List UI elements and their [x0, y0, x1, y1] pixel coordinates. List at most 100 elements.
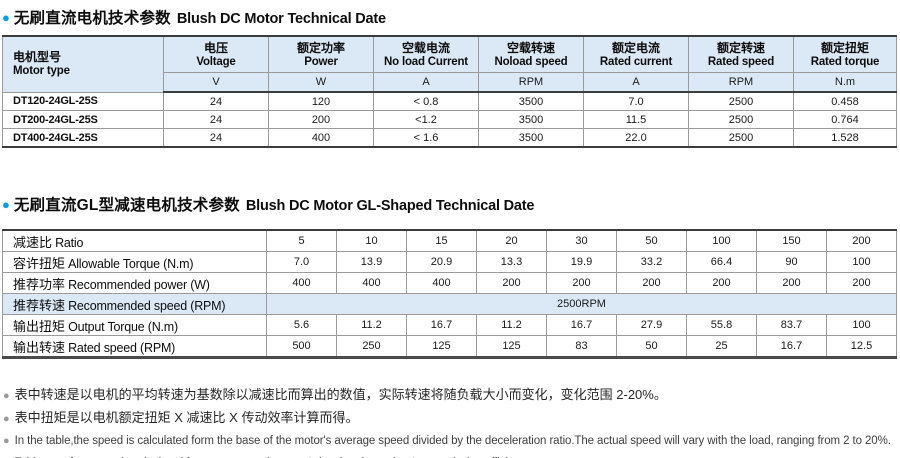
row-label-cell: 容许扭矩 Allowable Torque (N.m): [2, 251, 267, 273]
gear-ratio-table-body: 减速比 Ratio 5 10 15 20 30 50 100 150 200 容许扭矩 Allowa…: [2, 229, 897, 358]
value-cell: 400: [266, 272, 337, 294]
value-cell: 83: [546, 335, 617, 358]
value-cell: < 1.6: [373, 128, 479, 148]
value-cell: 24: [163, 128, 269, 148]
column-header: 电压 Voltage: [163, 35, 269, 73]
value-cell: 125: [406, 335, 477, 358]
value-cell: 13.9: [336, 251, 407, 273]
value-cell: 2500: [688, 110, 794, 129]
value-cell: 3500: [478, 91, 584, 111]
row-label-en: Rated speed (RPM): [68, 340, 176, 355]
value-cell: 250: [336, 335, 407, 358]
row-label-en: Output Torque (N.m): [68, 319, 178, 334]
value-cell: 11.5: [583, 110, 689, 129]
section1-title-zh: 无刷直流电机技术参数: [13, 10, 171, 27]
value-cell: 16.7: [756, 335, 827, 358]
value-cell: 200: [476, 272, 547, 294]
table-row: 输出转速 Rated speed (RPM) 500 250 125 125 83 50 25…: [2, 335, 897, 358]
footnote-text: In the table,the speed is calculated for…: [14, 435, 891, 447]
motor-type-header: 电机型号 Motor type: [2, 35, 164, 93]
header-label-zh: 额定功率: [296, 40, 345, 55]
value-cell: 400: [336, 272, 407, 294]
value-cell: 83.7: [756, 314, 827, 336]
header-label-zh: 电压: [203, 40, 228, 55]
value-cell: 20.9: [406, 251, 477, 273]
header-label-en: Noload speed: [494, 55, 568, 68]
value-cell: 3500: [478, 128, 584, 148]
section1-title-en: Blush DC Motor Technical Date: [176, 11, 386, 27]
header-label-en: No load Current: [384, 55, 468, 68]
header-label-zh: 空载电流: [401, 40, 450, 55]
value-cell: 24: [163, 91, 269, 111]
value-cell: 19.9: [546, 251, 617, 273]
value-cell: 2500: [688, 128, 794, 148]
value-cell: 90: [756, 251, 827, 273]
value-cell: 2500: [688, 91, 794, 111]
column-header: 空载电流 No load Current: [373, 35, 479, 73]
unit-cell: N.m: [793, 72, 897, 93]
value-cell: 0.764: [793, 110, 897, 129]
value-cell: 20: [476, 229, 547, 252]
row-label-zh: 容许扭矩: [13, 255, 66, 271]
value-cell: 0.458: [793, 91, 897, 111]
value-cell: <1.2: [373, 110, 479, 129]
column-header: 额定电流 Rated current: [583, 35, 689, 73]
bullet-icon: ●: [2, 197, 10, 212]
row-label-en: Recommended speed (RPM): [68, 298, 226, 313]
motor-model-cell: DT200-24GL-25S: [2, 110, 164, 129]
table-row: DT200-24GL-25S 24 200 <1.2 3500 11.5 2500 0.764: [2, 110, 897, 129]
value-cell: 5.6: [266, 314, 337, 336]
motor-model-cell: DT120-24GL-25S: [2, 91, 164, 111]
row-label-en: Recommended power (W): [68, 277, 210, 292]
value-cell: < 0.8: [373, 91, 479, 111]
row-label-zh: 推荐功率: [13, 276, 66, 292]
row-label-cell: 推荐转速 Recommended speed (RPM): [2, 293, 267, 315]
value-cell: 400: [268, 128, 374, 148]
value-cell: 22.0: [583, 128, 689, 148]
motor-spec-table-body: DT120-24GL-25S 24 120 < 0.8 3500 7.0 2500 0.458…: [2, 91, 897, 148]
table-row: 容许扭矩 Allowable Torque (N.m) 7.0 13.9 20.9 13…: [2, 251, 897, 273]
value-cell: 12.5: [826, 335, 897, 358]
row-label-cell: 推荐功率 Recommended power (W): [2, 272, 267, 294]
value-cell: 66.4: [686, 251, 757, 273]
value-cell: 50: [616, 229, 687, 252]
row-label-cell: 减速比 Ratio: [2, 229, 267, 252]
motor-spec-table: 电机型号 Motor type 电压 Voltage 额定功率 Power 空载电流 No l…: [2, 35, 897, 148]
row-label-en: Allowable Torque (N.m): [68, 256, 194, 271]
value-cell: 150: [756, 229, 827, 252]
header-label-en: Power: [304, 55, 338, 68]
value-cell: 25: [686, 335, 757, 358]
unit-cell: RPM: [478, 72, 584, 93]
header-label-en: Rated speed: [707, 55, 775, 68]
table-row: 输出扭矩 Output Torque (N.m) 5.6 11.2 16.7 11.2 1…: [2, 314, 897, 336]
value-cell: 11.2: [476, 314, 547, 336]
value-cell: 125: [476, 335, 547, 358]
row-label-zh: 输出转速: [13, 339, 66, 355]
header-label-zh: 额定扭矩: [820, 40, 869, 55]
value-cell: 200: [546, 272, 617, 294]
bullet-icon: ●: [2, 10, 10, 25]
value-cell: 30: [546, 229, 617, 252]
value-cell: 500: [266, 335, 337, 358]
unit-cell: W: [268, 72, 374, 93]
motor-spec-table-head: 电机型号 Motor type 电压 Voltage 额定功率 Power 空载电流 No l…: [2, 35, 897, 93]
footnote-line: ● 表中扭矩是以电机额定扭矩 X 减速比 X 传动效率计算而得。: [3, 410, 900, 427]
value-cell: 7.0: [583, 91, 689, 111]
value-cell: 50: [616, 335, 687, 358]
row-label-zh: 减速比: [13, 234, 53, 250]
table-row: 减速比 Ratio 5 10 15 20 30 50 100 150 200: [2, 229, 897, 252]
bullet-icon: ●: [3, 435, 10, 447]
unit-cell: A: [373, 72, 479, 93]
row-label-en: Ratio: [55, 235, 84, 250]
column-header: 额定功率 Power: [268, 35, 374, 73]
column-header: 额定转速 Rated speed: [688, 35, 794, 73]
footnote-line: ● 表中转速是以电机的平均转速为基数除以减速比而算出的数值，实际转速将随负载大小而…: [3, 387, 900, 404]
value-cell: 200: [756, 272, 827, 294]
section2-title: ● 无刷直流GL型减速电机技术参数 Blush DC Motor GL-Shap…: [2, 193, 900, 215]
table-row: 推荐转速 Recommended speed (RPM) 2500RPM: [2, 293, 897, 315]
column-header: 空载转速 Noload speed: [478, 35, 584, 73]
gear-ratio-table: 减速比 Ratio 5 10 15 20 30 50 100 150 200 容许扭矩 Allowa…: [2, 229, 897, 359]
value-cell: 400: [406, 272, 477, 294]
value-cell: 200: [268, 110, 374, 129]
